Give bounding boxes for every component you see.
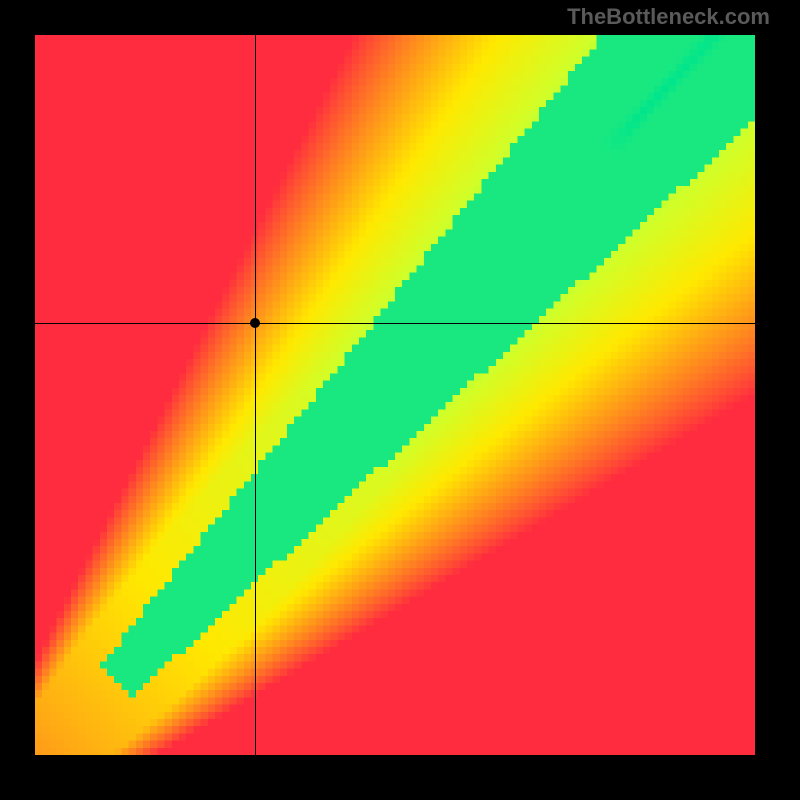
crosshair-horizontal xyxy=(35,323,755,324)
plot-area xyxy=(35,35,755,755)
heatmap-canvas xyxy=(35,35,755,755)
data-point-marker xyxy=(250,318,260,328)
crosshair-vertical xyxy=(255,35,256,755)
watermark: TheBottleneck.com xyxy=(567,4,770,30)
